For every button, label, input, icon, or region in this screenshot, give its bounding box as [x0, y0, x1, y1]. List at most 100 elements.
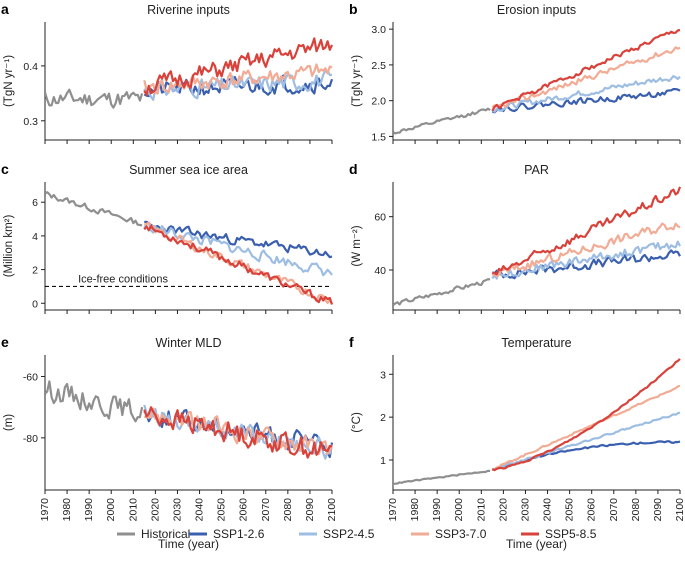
- chart-panel-b: b Erosion inputs (TgN yr⁻¹) 1.5 2.0 2.5 3.0: [349, 1, 681, 144]
- series-group: [45, 37, 334, 109]
- x-tick-label: 2080: [630, 498, 642, 522]
- legend-item-ssp2-4-5: SSP2-4.5: [299, 527, 375, 541]
- y-tick-label: 2.0: [371, 96, 386, 108]
- y-tick-label: -60: [23, 371, 38, 383]
- panel-title: Winter MLD: [156, 336, 222, 350]
- series-line-ssp5-8-5: [143, 406, 333, 459]
- series-line-ssp3-7-0: [491, 222, 681, 278]
- x-tick-label: 2070: [260, 498, 272, 522]
- series-group: [45, 191, 334, 305]
- legend-label: SSP3-7.0: [435, 527, 487, 541]
- panel-title: Erosion inputs: [497, 3, 576, 17]
- series-line-ssp2-4-5: [491, 75, 681, 113]
- x-tick-label: 1990: [431, 498, 443, 522]
- series-line-ssp5-8-5: [492, 358, 681, 472]
- series-line-historical: [393, 278, 491, 306]
- x-tick-label: 1980: [61, 498, 73, 522]
- series-line-ssp3-7-0: [143, 63, 333, 95]
- panel-letter: e: [1, 334, 9, 350]
- x-tick-label: 2030: [519, 498, 531, 522]
- chart-panel-c: c Summer sea ice area (Million km²) 0 2 4 6 Ice…: [1, 161, 334, 314]
- x-tick-label: 2040: [194, 498, 206, 522]
- series-line-ssp5-8-5: [143, 37, 334, 96]
- x-axis-label: Time (year): [158, 537, 219, 551]
- x-tick-label: 1990: [83, 498, 95, 522]
- series-line-ssp2-4-5: [143, 69, 333, 101]
- panel-letter: a: [1, 1, 9, 17]
- x-tick-label: 2060: [238, 498, 250, 522]
- threshold-annotation: Ice-free conditions: [78, 273, 168, 285]
- series-line-historical: [393, 107, 491, 135]
- figure-legend: Historical SSP1-2.6 SSP2-4.5 SSP3-7.0 SSP5-8…: [117, 527, 597, 541]
- x-tick-label: 2100: [326, 498, 338, 522]
- y-tick-label: 3.0: [371, 24, 386, 36]
- series-group: [393, 358, 681, 486]
- series-line-ssp3-7-0: [491, 384, 681, 472]
- panel-title: Riverine inputs: [147, 3, 230, 17]
- series-line-ssp2-4-5: [491, 240, 681, 280]
- series-line-ssp5-8-5: [491, 186, 682, 276]
- chart-panel-f: f Temperature (°C) 1 2 3 1970 1980 1990 2000 2010 2…: [349, 334, 685, 551]
- series-line-ssp3-7-0: [491, 46, 681, 109]
- y-tick-label: 0: [32, 298, 38, 310]
- x-tick-label: 1970: [39, 498, 51, 522]
- legend-label: SSP1-2.6: [213, 527, 265, 541]
- x-tick-label: 2040: [542, 498, 554, 522]
- x-tick-label: 2050: [564, 498, 576, 522]
- x-tick-label: 1980: [409, 498, 421, 522]
- y-tick-label: 0.3: [23, 116, 38, 128]
- series-line-historical: [45, 191, 143, 227]
- chart-panel-d: d PAR (W m⁻²) 40 60: [349, 161, 682, 314]
- legend-label: SSP5-8.5: [545, 527, 597, 541]
- legend-item-ssp1-2-6: SSP1-2.6: [189, 527, 265, 541]
- y-axis-label: (TgN yr⁻¹): [3, 55, 15, 107]
- x-tick-label: 2070: [608, 498, 620, 522]
- panel-title: Summer sea ice area: [129, 163, 248, 177]
- x-tick-label: 2050: [216, 498, 228, 522]
- y-tick-label: 1.5: [371, 131, 386, 143]
- chart-panel-e: e Winter MLD (m) -60 -80 1970 1980 1990 2000 2010…: [1, 334, 338, 551]
- y-tick-label: 2.5: [371, 60, 386, 72]
- x-tick-label: 2100: [674, 498, 685, 522]
- series-line-ssp1-2-6: [144, 220, 333, 259]
- y-axis-label: (W m⁻²): [351, 225, 363, 266]
- series-line-ssp1-2-6: [492, 249, 681, 280]
- series-line-ssp2-4-5: [143, 221, 333, 277]
- y-tick-label: 1: [380, 455, 386, 467]
- x-tick-label: 2060: [586, 498, 598, 522]
- y-axis-label: (m): [3, 414, 15, 431]
- x-tick-label: 1970: [387, 498, 399, 522]
- y-tick-label: 2: [32, 265, 38, 277]
- series-line-ssp2-4-5: [492, 411, 681, 471]
- series-line-ssp5-8-5: [491, 28, 681, 112]
- legend-item-historical: Historical: [117, 527, 190, 541]
- y-tick-label: 4: [32, 231, 38, 243]
- legend-item-ssp5-8-5: SSP5-8.5: [521, 527, 597, 541]
- x-tick-label: 2020: [149, 498, 161, 522]
- panel-title: Temperature: [501, 336, 571, 350]
- panel-letter: b: [349, 1, 358, 17]
- series-line-ssp1-2-6: [492, 440, 681, 471]
- y-tick-label: 60: [374, 212, 386, 224]
- x-tick-label: 2000: [453, 498, 465, 522]
- y-tick-label: 6: [32, 197, 38, 209]
- series-group: [393, 28, 681, 135]
- x-tick-label: 2090: [304, 498, 316, 522]
- series-line-historical: [45, 88, 144, 109]
- series-line-ssp1-2-6: [491, 88, 681, 114]
- x-tick-label: 2000: [105, 498, 117, 522]
- series-group: [393, 186, 682, 306]
- y-tick-label: 2: [380, 412, 386, 424]
- series-line-historical: [45, 380, 144, 423]
- legend-item-ssp3-7-0: SSP3-7.0: [411, 527, 487, 541]
- y-axis-label: (°C): [351, 412, 363, 433]
- panel-letter: c: [1, 161, 9, 177]
- x-axis-label: Time (year): [506, 537, 567, 551]
- panel-title: PAR: [524, 163, 549, 177]
- y-tick-label: -80: [23, 433, 38, 445]
- panel-letter: f: [349, 334, 354, 350]
- x-tick-label: 2030: [171, 498, 183, 522]
- y-tick-label: 0.4: [23, 61, 38, 73]
- series-line-historical: [393, 469, 491, 486]
